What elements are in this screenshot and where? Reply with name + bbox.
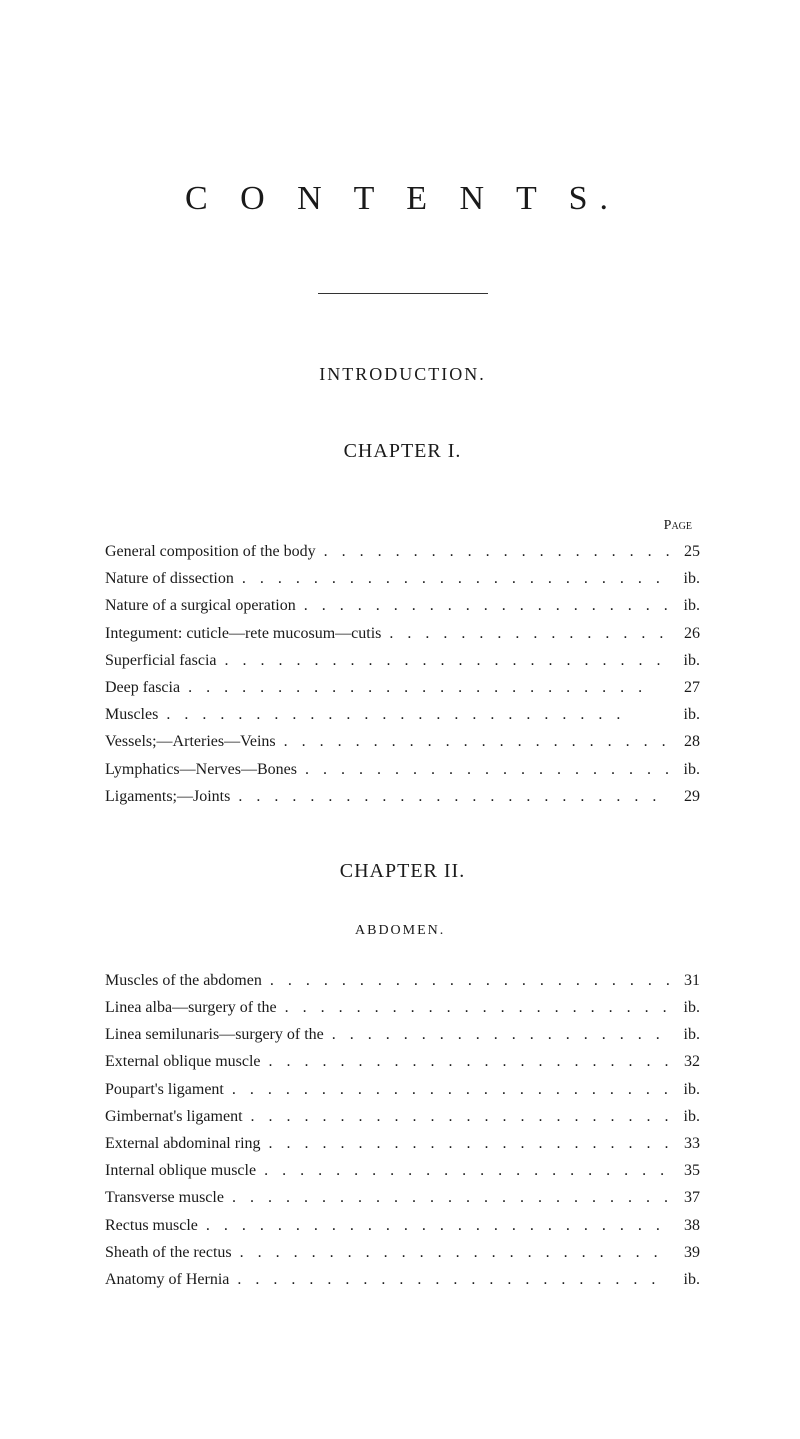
toc-leader-dots: .......................... xyxy=(389,620,670,647)
toc-page-number: ib. xyxy=(670,756,700,783)
toc-entry: Deep fascia .......................... 2… xyxy=(105,674,700,701)
toc-label: Gimbernat's ligament xyxy=(105,1103,251,1130)
toc-label: Integument: cuticle—rete mucosum—cutis xyxy=(105,620,389,647)
toc-leader-dots: .......................... xyxy=(251,1103,670,1130)
toc-label: General composition of the body xyxy=(105,538,324,565)
toc-leader-dots: .......................... xyxy=(240,1239,670,1266)
title-separator xyxy=(318,293,488,294)
chapter-2-subtitle: ABDOMEN. xyxy=(355,923,700,939)
toc-entry: Integument: cuticle—rete mucosum—cutis .… xyxy=(105,620,700,647)
toc-entry: Nature of dissection ...................… xyxy=(105,565,700,592)
toc-page-number: ib. xyxy=(670,1021,700,1048)
toc-label: External oblique muscle xyxy=(105,1048,269,1075)
toc-page-number: 37 xyxy=(670,1184,700,1211)
toc-entry: Ligaments;—Joints ......................… xyxy=(105,783,700,810)
toc-entry: External abdominal ring ................… xyxy=(105,1130,700,1157)
toc-leader-dots: .......................... xyxy=(304,592,670,619)
toc-entry: External oblique muscle ................… xyxy=(105,1048,700,1075)
toc-leader-dots: .......................... xyxy=(324,538,670,565)
toc-page-number: ib. xyxy=(670,994,700,1021)
toc-leader-dots: .......................... xyxy=(332,1021,670,1048)
toc-entry: Linea alba—surgery of the ..............… xyxy=(105,994,700,1021)
toc-entry: Lymphatics—Nerves—Bones ................… xyxy=(105,756,700,783)
toc-leader-dots: .......................... xyxy=(225,647,671,674)
toc-label: Superficial fascia xyxy=(105,647,225,674)
toc-entry: Transverse muscle ......................… xyxy=(105,1184,700,1211)
toc-page-number: 35 xyxy=(670,1157,700,1184)
toc-label: Nature of dissection xyxy=(105,565,242,592)
toc-entry: Internal oblique muscle ................… xyxy=(105,1157,700,1184)
toc-label: Poupart's ligament xyxy=(105,1076,232,1103)
toc-label: Nature of a surgical operation xyxy=(105,592,304,619)
toc-entry: Anatomy of Hernia ......................… xyxy=(105,1266,700,1293)
chapter-2-heading: CHAPTER II. xyxy=(105,860,700,883)
toc-page-number: ib. xyxy=(670,1103,700,1130)
toc-entry: Sheath of the rectus ...................… xyxy=(105,1239,700,1266)
toc-label: Linea alba—surgery of the xyxy=(105,994,285,1021)
toc-entry: Linea semilunaris—surgery of the .......… xyxy=(105,1021,700,1048)
toc-leader-dots: .......................... xyxy=(232,1076,670,1103)
introduction-heading: INTRODUCTION. xyxy=(105,364,700,385)
toc-page-number: ib. xyxy=(670,592,700,619)
toc-page-number: 28 xyxy=(670,728,700,755)
toc-leader-dots: .......................... xyxy=(206,1212,670,1239)
toc-label: Vessels;—Arteries—Veins xyxy=(105,728,284,755)
page-column-header: Page xyxy=(105,518,700,534)
toc-entry: Rectus muscle ..........................… xyxy=(105,1212,700,1239)
toc-entry: Muscles .......................... ib. xyxy=(105,701,700,728)
toc-leader-dots: .......................... xyxy=(237,1266,670,1293)
toc-label: Lymphatics—Nerves—Bones xyxy=(105,756,305,783)
toc-page-number: 25 xyxy=(670,538,700,565)
toc-entry: Nature of a surgical operation .........… xyxy=(105,592,700,619)
toc-page-number: 29 xyxy=(670,783,700,810)
toc-entry: Gimbernat's ligament ...................… xyxy=(105,1103,700,1130)
toc-leader-dots: .......................... xyxy=(242,565,670,592)
toc-label: Transverse muscle xyxy=(105,1184,232,1211)
toc-page-number: ib. xyxy=(670,1076,700,1103)
toc-leader-dots: .......................... xyxy=(269,1048,670,1075)
toc-leader-dots: .......................... xyxy=(270,967,670,994)
toc-page-number: 26 xyxy=(670,620,700,647)
toc-page-number: 33 xyxy=(670,1130,700,1157)
toc-page-number: ib. xyxy=(670,1266,700,1293)
toc-label: Muscles xyxy=(105,701,166,728)
toc-leader-dots: .......................... xyxy=(232,1184,670,1211)
toc-page-number: 27 xyxy=(670,674,700,701)
toc-leader-dots: .......................... xyxy=(305,756,670,783)
toc-entry: General composition of the body ........… xyxy=(105,538,700,565)
toc-label: Muscles of the abdomen xyxy=(105,967,270,994)
toc-page-number: ib. xyxy=(670,647,700,674)
toc-leader-dots: .......................... xyxy=(284,728,670,755)
toc-leader-dots: .......................... xyxy=(166,701,670,728)
toc-page-number: 32 xyxy=(670,1048,700,1075)
toc-page-number: 38 xyxy=(670,1212,700,1239)
toc-leader-dots: .......................... xyxy=(264,1157,670,1184)
toc-entry: Poupart's ligament .....................… xyxy=(105,1076,700,1103)
toc-label: Deep fascia xyxy=(105,674,188,701)
chapter-1-toc: General composition of the body ........… xyxy=(105,538,700,810)
toc-label: Ligaments;—Joints xyxy=(105,783,238,810)
toc-page-number: 39 xyxy=(670,1239,700,1266)
toc-leader-dots: .......................... xyxy=(238,783,670,810)
toc-label: External abdominal ring xyxy=(105,1130,269,1157)
toc-label: Linea semilunaris—surgery of the xyxy=(105,1021,332,1048)
chapter-2-toc: Muscles of the abdomen .................… xyxy=(105,967,700,1293)
toc-label: Sheath of the rectus xyxy=(105,1239,240,1266)
toc-entry: Superficial fascia .....................… xyxy=(105,647,700,674)
toc-leader-dots: .......................... xyxy=(188,674,670,701)
toc-label: Anatomy of Hernia xyxy=(105,1266,237,1293)
toc-page-number: ib. xyxy=(670,565,700,592)
toc-label: Internal oblique muscle xyxy=(105,1157,264,1184)
toc-entry: Muscles of the abdomen .................… xyxy=(105,967,700,994)
toc-entry: Vessels;—Arteries—Veins ................… xyxy=(105,728,700,755)
contents-title: C O N T E N T S. xyxy=(105,180,700,218)
toc-leader-dots: .......................... xyxy=(285,994,670,1021)
toc-page-number: ib. xyxy=(670,701,700,728)
toc-page-number: 31 xyxy=(670,967,700,994)
toc-leader-dots: .......................... xyxy=(269,1130,670,1157)
toc-label: Rectus muscle xyxy=(105,1212,206,1239)
chapter-1-heading: CHAPTER I. xyxy=(105,440,700,463)
